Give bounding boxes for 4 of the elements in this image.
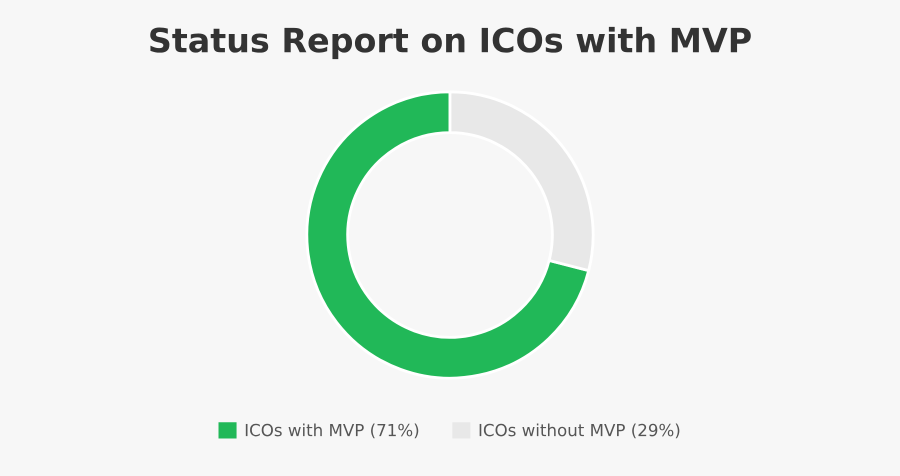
legend-label: ICOs with MVP (71%) — [246, 423, 418, 438]
donut-slice — [305, 90, 590, 380]
legend-label: ICOs without MVP (29%) — [480, 423, 680, 438]
chart-title: Status Report on ICOs with MVP — [150, 26, 751, 60]
